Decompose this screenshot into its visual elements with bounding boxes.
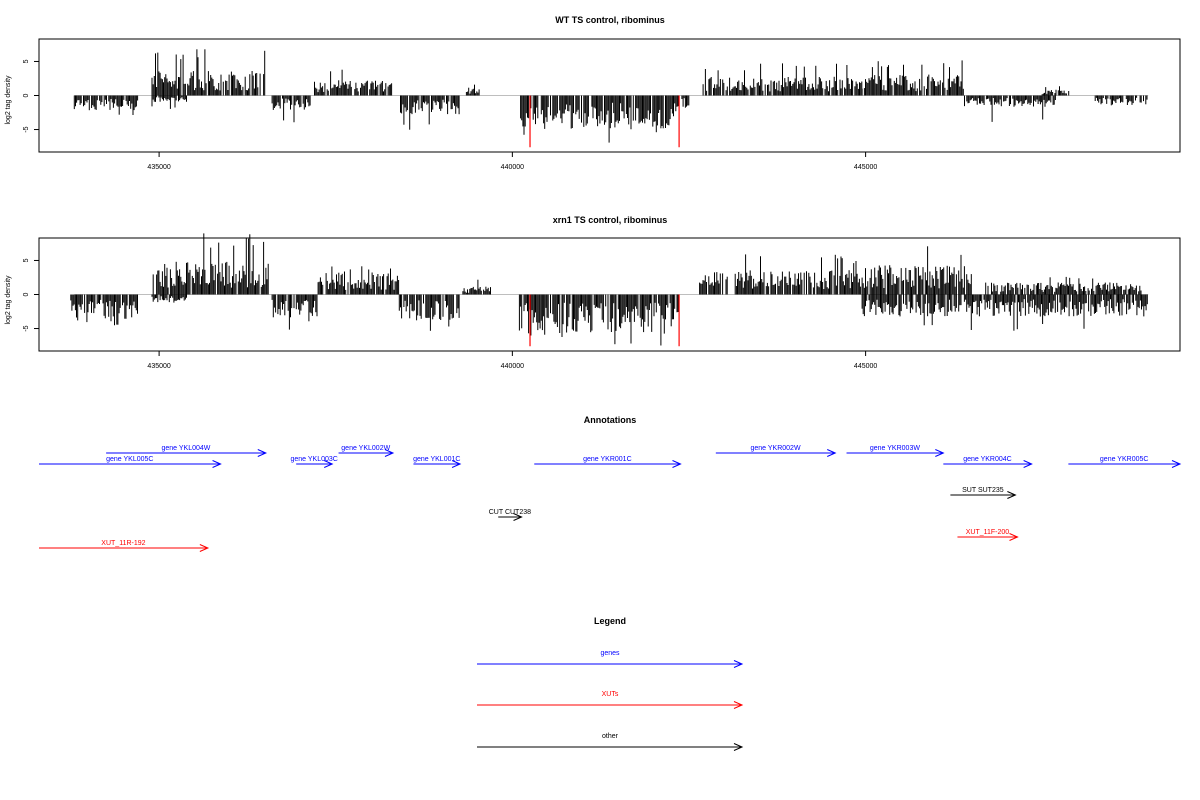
wt-bars-group	[73, 49, 1149, 148]
annotation-arrow-gene	[338, 449, 395, 457]
annotation-label: gene YKL004W	[161, 445, 210, 452]
legend-arrow-other	[477, 743, 744, 751]
legend-title: Legend	[594, 616, 626, 626]
xrn1-coverage-panel: xrn1 TS control, ribominus log2 tag dens…	[5, 215, 1181, 370]
x-tick-label: 435000	[147, 363, 170, 370]
annotation-label: gene YKR004C	[963, 456, 1012, 463]
wt-x-axis: 435000 440000 445000	[147, 152, 877, 171]
xrn1-y-axis: -5 0 5	[23, 258, 39, 332]
legend-label-other: other	[602, 733, 619, 740]
annotation-arrow-gene	[39, 460, 222, 468]
annotations-track: Annotations gene YKL005C gene YKL004W gene…	[39, 415, 1182, 552]
annotation-label: gene YKL001C	[413, 456, 460, 463]
annotation-arrow-gene	[715, 449, 837, 457]
legend-arrow-xut	[477, 701, 744, 709]
annotation-label: gene YKL005C	[106, 456, 153, 463]
annotation-label: SUT SUT235	[962, 487, 1004, 494]
x-tick-label: 445000	[854, 363, 877, 370]
annotation-arrow-other	[498, 513, 523, 521]
annotation-arrow-gene	[1068, 460, 1182, 468]
x-tick-label: 435000	[147, 164, 170, 171]
annotation-label: gene YKR002W	[750, 445, 800, 452]
annotation-arrow-xut	[957, 533, 1019, 541]
annotation-label: CUT CUT238	[489, 509, 531, 516]
annotation-label: gene YKL002W	[341, 445, 390, 452]
x-tick-label: 440000	[501, 164, 524, 171]
annotation-label: gene YKR003W	[870, 445, 920, 452]
y-tick-label: 0	[23, 93, 30, 97]
x-tick-label: 445000	[854, 164, 877, 171]
annotation-arrow-other	[950, 491, 1017, 499]
y-tick-label: 5	[23, 59, 30, 63]
wt-panel-title: WT TS control, ribominus	[555, 15, 665, 25]
y-tick-label: 5	[23, 258, 30, 262]
xrn1-y-axis-label: log2 tag density	[5, 275, 12, 325]
annotation-label: gene YKR005C	[1100, 456, 1149, 463]
annotation-label: XUT_11F-200	[966, 529, 1010, 536]
annotation-arrow-gene	[943, 460, 1033, 468]
xrn1-bars-group	[70, 233, 1149, 347]
xrn1-x-axis: 435000 440000 445000	[147, 351, 877, 370]
annotation-arrow-gene	[534, 460, 682, 468]
xrn1-panel-title: xrn1 TS control, ribominus	[553, 215, 668, 225]
wt-coverage-panel: WT TS control, ribominus log2 tag densit…	[5, 15, 1181, 171]
x-tick-label: 440000	[501, 363, 524, 370]
annotation-label: gene YKL003C	[291, 456, 338, 463]
annotation-arrow-xut	[39, 544, 210, 552]
annotation-label: XUT_11R-192	[101, 540, 145, 547]
legend-label-xut: XUTs	[602, 691, 619, 698]
legend: Legend genes XUTs other	[477, 616, 744, 751]
y-tick-label: -5	[23, 325, 30, 331]
annotation-label: gene YKR001C	[583, 456, 632, 463]
wt-y-axis-label: log2 tag density	[5, 75, 12, 125]
annotations-title: Annotations	[584, 415, 637, 425]
annotation-arrow-gene	[106, 449, 268, 457]
annotation-arrow-gene	[846, 449, 945, 457]
y-tick-label: 0	[23, 292, 30, 296]
y-tick-label: -5	[23, 126, 30, 132]
legend-arrow-gene	[477, 660, 744, 668]
annotation-arrow-gene	[413, 460, 462, 468]
wt-y-axis: -5 0 5	[23, 59, 39, 133]
legend-label-gene: genes	[600, 650, 620, 657]
annotation-arrow-gene	[296, 460, 334, 468]
